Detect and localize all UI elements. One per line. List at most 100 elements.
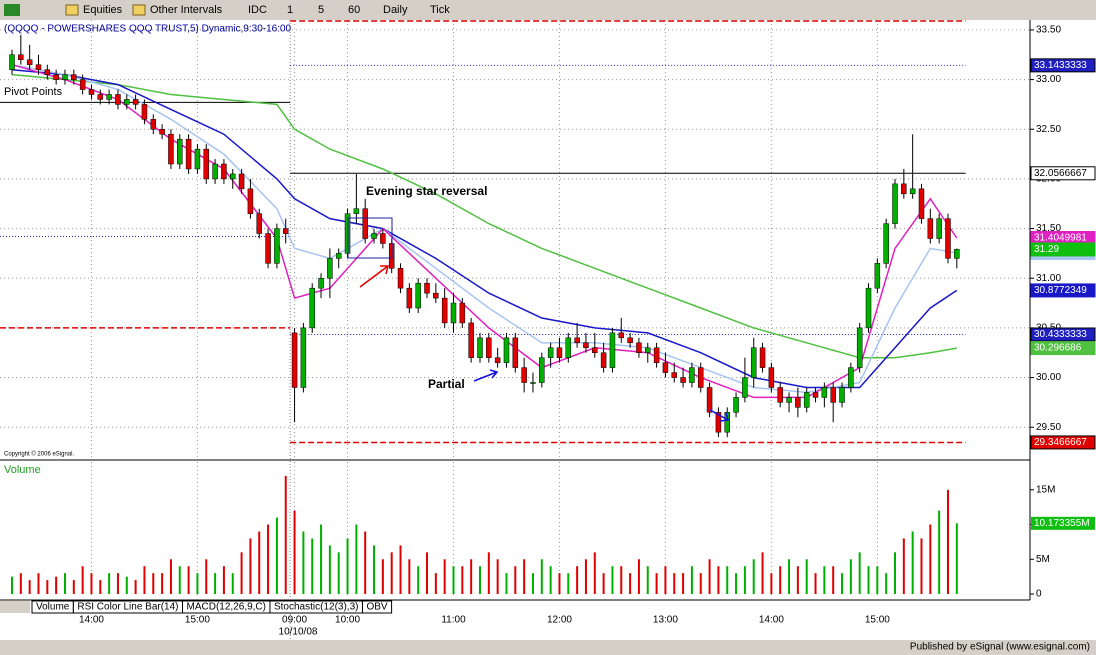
candle-body (88, 89, 95, 95)
volume-bar (346, 538, 349, 594)
moving-average (11, 73, 957, 359)
volume-bar (858, 552, 861, 594)
candle-body (892, 183, 898, 224)
toolbar-item[interactable]: 60 (348, 4, 360, 16)
chart-area (0, 20, 1096, 640)
candle-body (79, 79, 86, 90)
volume-bar (478, 566, 481, 594)
candle-body (874, 263, 881, 289)
volume-value-label: 10.173355M (1034, 518, 1090, 529)
candle-body (768, 367, 775, 388)
candle-body (671, 372, 677, 378)
candle-body (424, 282, 430, 294)
volume-bar (540, 559, 543, 594)
candle-body (786, 397, 792, 403)
volume-bar (752, 559, 755, 594)
arrow (709, 409, 729, 422)
toolbar-item[interactable]: Other Intervals (150, 4, 223, 16)
candle-body (592, 347, 598, 353)
volume-bar (426, 552, 429, 594)
volume-bar (55, 576, 58, 594)
tab-label[interactable]: Volume (36, 602, 70, 613)
tab-label[interactable]: MACD(12,26,9,C) (187, 602, 266, 613)
y-tick-label: 30.00 (1036, 372, 1061, 383)
x-tick-label: 14:00 (79, 615, 104, 626)
candle-body (486, 337, 492, 358)
volume-bar (417, 566, 420, 594)
volume-bar (788, 559, 791, 594)
volume-bar (258, 531, 261, 594)
tab-scroll[interactable] (0, 601, 30, 613)
toolbar-item[interactable]: 1 (287, 4, 293, 16)
candle-body (883, 223, 889, 264)
candle-body (477, 337, 483, 358)
level-box-label: 30.4333333 (1034, 329, 1087, 340)
tab-label[interactable]: OBV (366, 602, 387, 613)
candle-body (697, 367, 704, 388)
volume-bar (320, 524, 323, 594)
toolbar-item[interactable]: Daily (383, 4, 408, 16)
volume-bar (284, 475, 287, 594)
volume-bar (955, 523, 958, 594)
volume-bar (593, 552, 596, 594)
candle-body (918, 188, 925, 219)
volume-bar (143, 566, 146, 594)
volume-bar (876, 566, 879, 594)
volume-bar (531, 573, 534, 594)
candle-body (353, 208, 360, 214)
candle-body (185, 138, 192, 170)
volume-bar (275, 517, 278, 594)
volume-bar (567, 573, 570, 594)
volume-bar (381, 559, 384, 594)
toolbar-item[interactable]: 5 (318, 4, 324, 16)
candle-body (132, 99, 139, 105)
tab-label[interactable]: RSI Color Line Bar(14) (77, 602, 178, 613)
volume-bar (620, 566, 623, 594)
candle-body (459, 302, 466, 324)
candle-body (848, 367, 854, 388)
y-tick-label: 32.50 (1036, 124, 1061, 135)
folder-icon[interactable] (132, 4, 146, 16)
candle-body (865, 287, 872, 329)
volume-bar (743, 566, 746, 594)
volume-bar (178, 566, 181, 594)
volume-bar (814, 573, 817, 594)
copyright: Copyright © 2006 eSignal. (4, 451, 74, 458)
candle-body (803, 392, 810, 408)
plot: 33.5033.0032.5032.0031.5031.0030.5030.00… (0, 20, 1096, 640)
candle-body (450, 302, 457, 324)
x-tick-label: 11:00 (441, 615, 466, 626)
volume-bar (487, 552, 490, 594)
toolbar-icon (4, 4, 20, 16)
volume-bar (505, 573, 508, 594)
tab[interactable] (361, 600, 393, 614)
toolbar-item[interactable]: Equities (83, 4, 123, 16)
x-tick-label: 15:00 (865, 615, 890, 626)
candle-body (335, 253, 342, 259)
candle-body (71, 74, 77, 80)
folder-icon[interactable] (65, 4, 79, 16)
volume-bar (664, 566, 667, 594)
volume-bar (399, 545, 402, 594)
panel-title: Volume (4, 464, 41, 476)
volume-bar (214, 573, 217, 594)
candle-body (274, 228, 280, 264)
chart-title: (QQQQ - POWERSHARES QQQ TRUST,5) Dynamic… (4, 24, 292, 35)
volume-bar (452, 566, 455, 594)
volume-bar (434, 573, 437, 594)
candle-body (750, 347, 757, 378)
volume-bar (72, 580, 75, 594)
tab-label[interactable]: Stochastic(12(3),3) (274, 602, 358, 613)
toolbar-item[interactable]: Tick (430, 4, 450, 16)
toolbar-item[interactable]: IDC (248, 4, 267, 16)
volume-bar (81, 566, 84, 594)
candle-body (256, 213, 262, 234)
volume-bar (373, 545, 376, 594)
volume-bar (152, 573, 155, 594)
volume-bar (461, 566, 464, 594)
volume-bar (673, 573, 676, 594)
volume-bar (443, 559, 446, 594)
candle-body (812, 392, 819, 398)
volume-bar (28, 580, 31, 594)
candle-body (309, 287, 315, 329)
